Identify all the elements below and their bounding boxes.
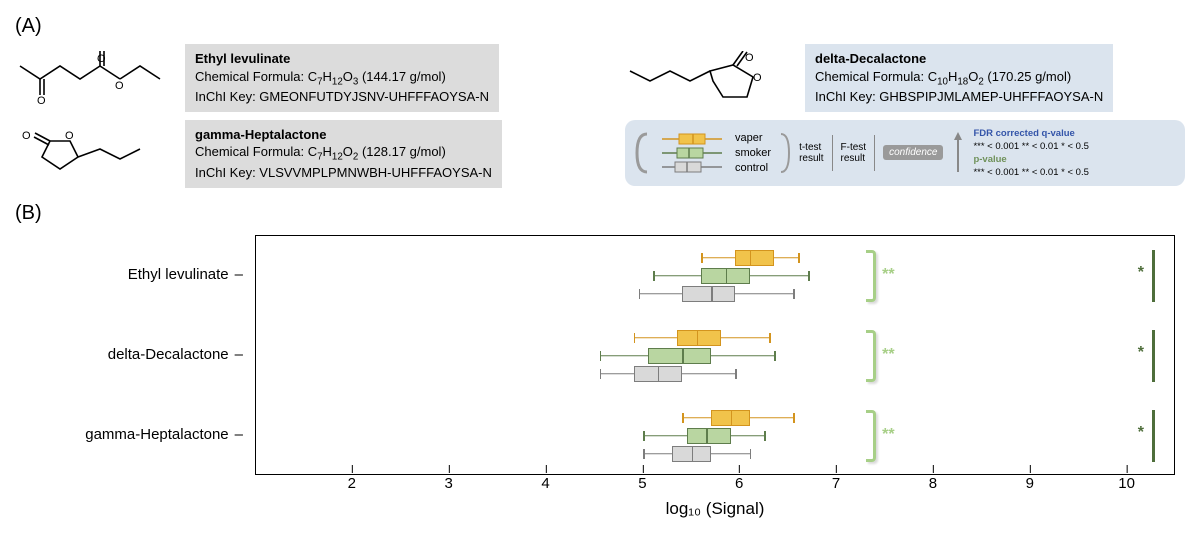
xtick: 7 (832, 475, 840, 492)
boxplot-smoker (256, 428, 1176, 444)
legend-ftest: F-testresult (841, 142, 867, 164)
boxplot-control (256, 366, 1176, 382)
xtick: 4 (541, 475, 549, 492)
svg-text:O: O (65, 130, 74, 142)
legend-stat-text: FDR corrected q-value *** < 0.001 ** < 0… (973, 128, 1088, 178)
compound-formula: Chemical Formula: C10H18O2 (170.25 g/mol… (815, 68, 1103, 89)
infobox-delta-decalactone: delta-Decalactone Chemical Formula: C10H… (805, 44, 1113, 112)
legend-vaper: vaper (735, 132, 771, 144)
ftest-bar (1152, 330, 1155, 382)
ylabel-2: gamma-Heptalactone (85, 426, 243, 443)
svg-text:O: O (115, 80, 124, 92)
boxplot-control (256, 286, 1176, 302)
legend-group-labels: vaper smoker control (735, 132, 771, 174)
ylabel-1: delta-Decalactone (108, 346, 243, 363)
ttest-bracket (866, 250, 876, 302)
legend-confidence: confidence (883, 145, 943, 160)
panel-a-left: O O O Ethyl levulinate Chemical Formula:… (15, 44, 615, 196)
panel-a-right: O O delta-Decalactone Chemical Formula: … (625, 44, 1185, 196)
legend-smoker: smoker (735, 147, 771, 159)
legend-ttest: t-testresult (799, 142, 823, 164)
ftest-stars: * (1138, 344, 1144, 362)
compound-inchi: InChI Key: GMEONFUTDYJSNV-UHFFFAOYSA-N (195, 88, 489, 106)
structure-delta-decalactone: O O (625, 51, 795, 105)
legend-bracket-left (635, 132, 649, 174)
svg-text:O: O (753, 72, 762, 84)
compound-name: gamma-Heptalactone (195, 126, 492, 144)
svg-text:O: O (37, 95, 46, 105)
compound-gamma-heptalactone: O O gamma-Heptalactone Chemical Formula:… (15, 120, 615, 188)
legend-control: control (735, 162, 771, 174)
boxplot-vaper (256, 330, 1176, 346)
panel-b: Ethyl levulinate delta-Decalactone gamma… (15, 235, 1185, 521)
compound-formula: Chemical Formula: C7H12O3 (144.17 g/mol) (195, 68, 489, 89)
boxplot-control (256, 446, 1176, 462)
plot-area: ********* (255, 235, 1175, 475)
infobox-gamma-heptalactone: gamma-Heptalactone Chemical Formula: C7H… (185, 120, 502, 188)
legend-arrow-icon (951, 132, 965, 174)
compound-inchi: InChI Key: VLSVVMPLPMNWBH-UHFFFAOYSA-N (195, 164, 492, 182)
xtick: 6 (735, 475, 743, 492)
svg-text:O: O (745, 52, 754, 64)
compound-formula: Chemical Formula: C7H12O2 (128.17 g/mol) (195, 143, 492, 164)
compound-name: delta-Decalactone (815, 50, 1103, 68)
xtick: 10 (1118, 475, 1135, 492)
x-axis: log₁₀ (Signal) 2 3 4 5 6 7 8 9 10 (255, 475, 1175, 521)
xtick: 5 (638, 475, 646, 492)
ftest-bar (1152, 410, 1155, 462)
xtick: 8 (929, 475, 937, 492)
ttest-bracket (866, 410, 876, 462)
panel-a: O O O Ethyl levulinate Chemical Formula:… (15, 44, 1185, 196)
structure-gamma-heptalactone: O O (15, 129, 175, 179)
svg-text:O: O (22, 130, 31, 142)
ttest-stars: ** (882, 266, 894, 284)
ylabel-0: Ethyl levulinate (128, 266, 243, 283)
legend-divider-2 (874, 135, 875, 171)
legend-sig-2: *** < 0.001 ** < 0.01 * < 0.5 (973, 167, 1088, 178)
xtick: 9 (1026, 475, 1034, 492)
boxplot-smoker (256, 268, 1176, 284)
boxplot-smoker (256, 348, 1176, 364)
xtick: 3 (445, 475, 453, 492)
ftest-stars: * (1138, 424, 1144, 442)
ttest-stars: ** (882, 346, 894, 364)
x-axis-title: log₁₀ (Signal) (666, 499, 765, 519)
structure-ethyl-levulinate: O O O (15, 51, 175, 105)
ftest-stars: * (1138, 264, 1144, 282)
compound-delta-decalactone: O O delta-Decalactone Chemical Formula: … (625, 44, 1185, 112)
legend-mini-boxplots (657, 132, 727, 174)
boxplot-vaper (256, 250, 1176, 266)
boxplot-vaper (256, 410, 1176, 426)
y-axis-labels: Ethyl levulinate delta-Decalactone gamma… (15, 235, 255, 475)
compound-name: Ethyl levulinate (195, 50, 489, 68)
panel-b-label: (B) (15, 202, 1185, 225)
legend-divider-1 (832, 135, 833, 171)
compound-inchi: InChI Key: GHBSPIPJMLAMEP-UHFFFAOYSA-N (815, 88, 1103, 106)
panel-a-label: (A) (15, 15, 1185, 38)
infobox-ethyl-levulinate: Ethyl levulinate Chemical Formula: C7H12… (185, 44, 499, 112)
legend-sig-1: *** < 0.001 ** < 0.01 * < 0.5 (973, 141, 1088, 152)
ttest-stars: ** (882, 426, 894, 444)
legend-box: vaper smoker control t-testresult F-test… (625, 120, 1185, 186)
compound-ethyl-levulinate: O O O Ethyl levulinate Chemical Formula:… (15, 44, 615, 112)
plot-wrap: Ethyl levulinate delta-Decalactone gamma… (15, 235, 1185, 475)
ftest-bar (1152, 250, 1155, 302)
legend-fdr-label: FDR corrected q-value (973, 128, 1088, 139)
xtick: 2 (348, 475, 356, 492)
svg-text:O: O (97, 53, 106, 65)
legend-pval-label: p-value (973, 154, 1088, 165)
ttest-bracket (866, 330, 876, 382)
figure: (A) O O O Ethyl (15, 15, 1185, 521)
legend-bracket-right-1 (779, 132, 791, 174)
